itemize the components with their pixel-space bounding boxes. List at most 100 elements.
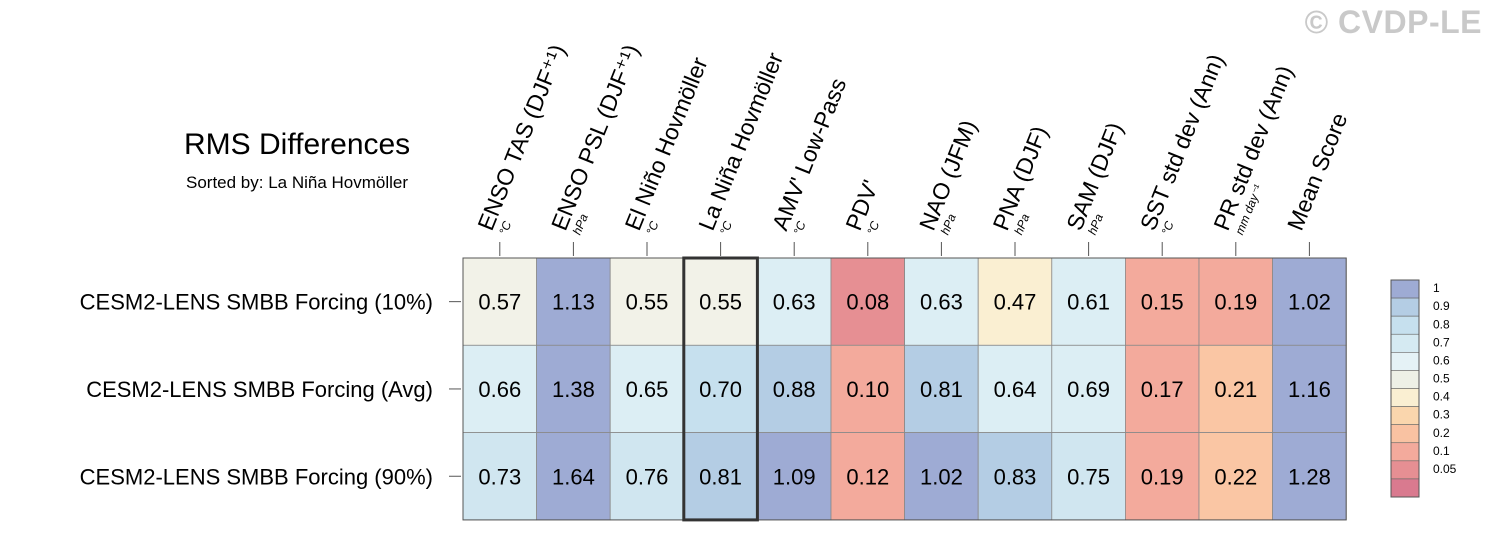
heatmap-cell — [683, 432, 758, 521]
cell-value: 0.63 — [920, 290, 963, 315]
heatmap-cell — [1272, 432, 1347, 521]
colorbar-swatch — [1390, 333, 1420, 353]
heatmap-cell — [1125, 432, 1200, 521]
colorbar-swatch — [1390, 315, 1420, 335]
cell-value: 0.12 — [846, 464, 889, 489]
cell-value: 1.13 — [552, 290, 595, 315]
cell-value: 1.64 — [552, 464, 595, 489]
colorbar-tick-label: 0.05 — [1433, 462, 1457, 476]
colorbar-border — [1390, 279, 1420, 498]
row-label: CESM2-LENS SMBB Forcing (Avg) — [86, 377, 433, 402]
colorbar-swatch — [1390, 297, 1420, 317]
colorbar-swatch — [1390, 442, 1420, 462]
colorbar-tick-label: 0.9 — [1433, 299, 1450, 313]
cell-value: 0.15 — [1141, 290, 1184, 315]
colorbar-swatch — [1390, 388, 1420, 407]
cell-value: 0.63 — [773, 290, 816, 315]
cell-value: 0.19 — [1214, 290, 1257, 315]
colorbar-swatch — [1390, 352, 1420, 371]
heatmap-cell — [609, 432, 685, 521]
heatmap-cell — [830, 432, 905, 521]
column-header: SAM (DJF)hPa — [1061, 119, 1128, 237]
colorbar-swatch — [1390, 406, 1420, 425]
heatmap-cell — [1272, 257, 1347, 346]
cell-value: 0.21 — [1214, 377, 1257, 402]
column-label: AMV' Low-Pass — [767, 74, 852, 234]
heatmap-cell — [1198, 344, 1273, 433]
cell-value: 0.81 — [920, 377, 963, 402]
cell-value: 0.17 — [1141, 377, 1184, 402]
colorbar-tick-label: 0.1 — [1433, 444, 1450, 458]
highlighted-column-frame — [682, 256, 759, 522]
cell-value: 0.64 — [994, 377, 1037, 402]
heatmap-cell — [462, 432, 537, 521]
colorbar-tick-label: 0.3 — [1433, 408, 1450, 422]
colorbar-swatch — [1390, 460, 1420, 480]
colorbar-swatch — [1390, 279, 1420, 299]
row-label: CESM2-LENS SMBB Forcing (10%) — [80, 290, 433, 315]
heatmap-cell — [757, 432, 832, 521]
cell-value: 0.76 — [626, 464, 669, 489]
cell-value: 1.28 — [1288, 464, 1331, 489]
cell-value: 0.55 — [699, 290, 742, 315]
column-unit: °C — [643, 219, 661, 237]
column-label: Mean Score — [1282, 109, 1353, 234]
colorbar-swatch — [1390, 370, 1420, 389]
colorbar-tick-label: 0.2 — [1433, 426, 1450, 440]
cell-value: 1.16 — [1288, 377, 1331, 402]
heatmap-cell — [462, 344, 537, 433]
cell-value: 0.19 — [1141, 464, 1184, 489]
heatmap-cell — [757, 344, 832, 433]
heatmap-cell — [536, 344, 611, 433]
colorbar-swatch — [1390, 424, 1420, 444]
heatmap-cell — [830, 344, 905, 433]
colorbar-tick-label: 0.7 — [1433, 335, 1450, 349]
cell-value: 0.10 — [846, 377, 889, 402]
cell-value: 0.57 — [478, 290, 521, 315]
row-label: CESM2-LENS SMBB Forcing (90%) — [80, 464, 433, 489]
colorbar-tick-label: 0.5 — [1433, 372, 1450, 386]
column-label: El Niño Hovmöller — [620, 53, 713, 234]
heatmap-cell — [904, 432, 979, 521]
cell-value: 0.81 — [699, 464, 742, 489]
colorbar-tick-label: 0.8 — [1433, 317, 1450, 331]
cell-value: 1.02 — [920, 464, 963, 489]
cell-value: 0.70 — [699, 377, 742, 402]
heatmap-cell — [1198, 257, 1273, 346]
heatmap-cell — [1051, 432, 1126, 521]
heatmap-cell — [977, 257, 1053, 346]
colorbar-swatch — [1390, 478, 1420, 498]
chart-subtitle: Sorted by: La Niña Hovmöller — [186, 173, 409, 192]
cell-value: 0.55 — [626, 290, 669, 315]
heatmap-cell — [609, 257, 685, 346]
column-header: PNA (DJF)hPa — [988, 122, 1053, 237]
cell-value: 0.08 — [846, 290, 889, 315]
heatmap-cell — [1198, 432, 1273, 521]
heatmap-cell — [977, 344, 1053, 433]
heatmap-cell — [609, 344, 685, 433]
cell-value: 0.88 — [773, 377, 816, 402]
heatmap-cell — [536, 257, 611, 346]
grid-border — [462, 257, 1347, 521]
cell-value: 1.38 — [552, 377, 595, 402]
column-unit: °C — [791, 219, 809, 237]
cell-value: 0.75 — [1067, 464, 1110, 489]
column-header: NAO (JFM)hPa — [914, 116, 982, 237]
heatmap-cell — [1051, 257, 1126, 346]
cell-value: 1.09 — [773, 464, 816, 489]
column-unit: °C — [496, 219, 514, 237]
column-unit: °C — [717, 219, 735, 237]
heatmap-cell — [977, 432, 1053, 521]
heatmap-cell — [1051, 344, 1126, 433]
colorbar-tick-label: 0.6 — [1433, 353, 1450, 367]
column-header: Mean Score — [1282, 109, 1353, 234]
heatmap-cell — [904, 344, 979, 433]
cell-value: 0.47 — [994, 290, 1037, 315]
column-header: PDV'°C — [840, 176, 883, 237]
cell-value: 0.61 — [1067, 290, 1110, 315]
cell-value: 1.02 — [1288, 290, 1331, 315]
cell-value: 0.66 — [478, 377, 521, 402]
colorbar-tick-label: 1 — [1433, 281, 1440, 295]
cell-value: 0.69 — [1067, 377, 1110, 402]
